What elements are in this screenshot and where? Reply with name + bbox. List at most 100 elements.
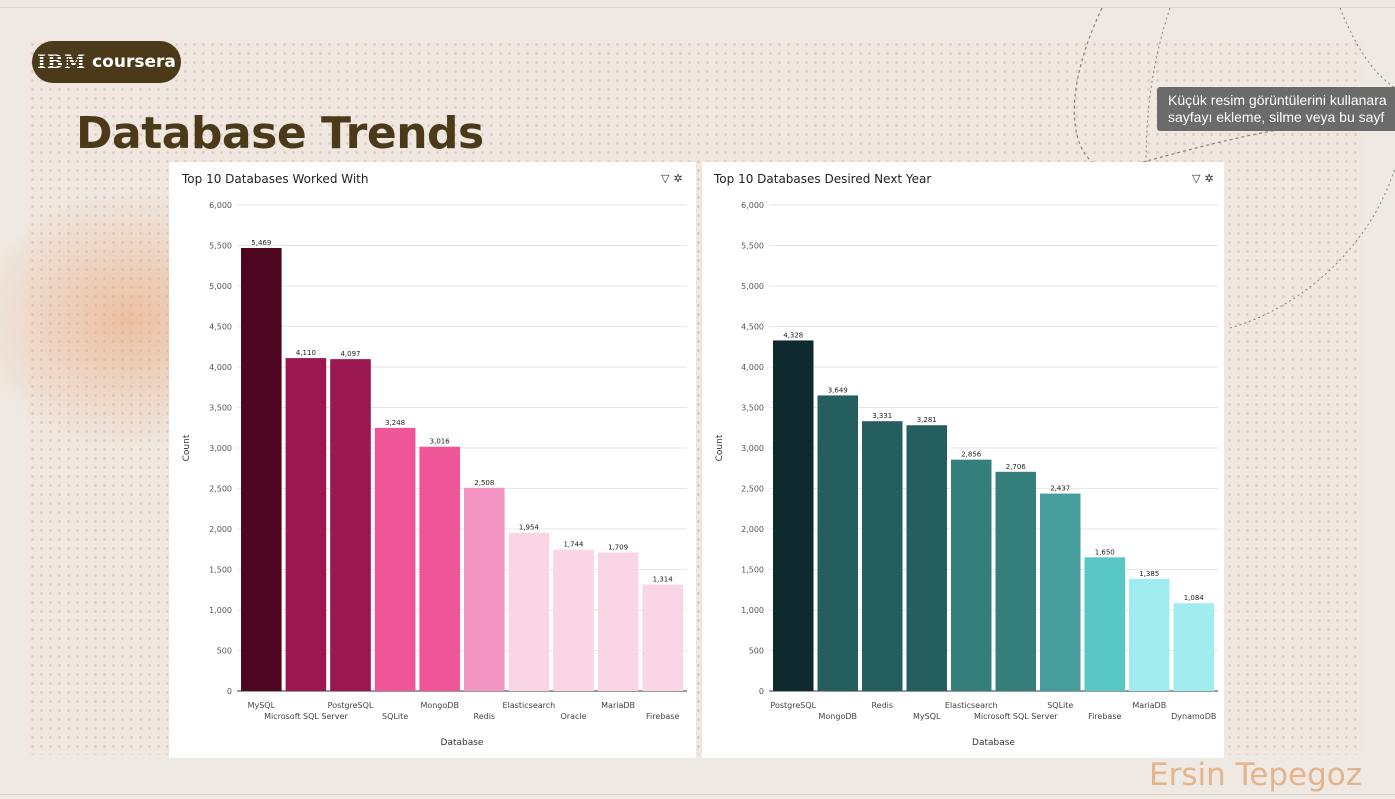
y-tick-label: 3,000 (209, 444, 232, 453)
bar (817, 395, 858, 691)
x-tick-label: Firebase (646, 712, 679, 721)
y-tick-label: 4,000 (209, 363, 232, 372)
tooltip-line-1: Küçük resim görüntülerini kullanara (1168, 92, 1387, 108)
x-axis-title: Database (441, 738, 484, 748)
y-tick-label: 2,000 (209, 525, 232, 534)
x-tick-label: MongoDB (819, 712, 858, 721)
y-tick-label: 1,500 (741, 566, 764, 575)
x-tick-label: Elasticsearch (503, 701, 556, 710)
y-tick-label: 4,500 (741, 323, 764, 332)
thumbnail-tooltip: Küçük resim görüntülerini kullanara sayf… (1157, 87, 1395, 131)
data-label: 2,508 (474, 479, 494, 487)
bar (1129, 578, 1170, 691)
bar (553, 549, 594, 691)
x-tick-label: Microsoft SQL Server (974, 712, 1058, 721)
data-label: 4,097 (340, 350, 360, 358)
y-tick-label: 1,500 (209, 566, 232, 575)
coursera-logo-text: coursera (92, 52, 176, 72)
ibm-logo-text: IBM (37, 51, 87, 73)
y-tick-label: 5,500 (741, 242, 764, 251)
window-top-rule (0, 7, 1395, 8)
bar-chart-desired: 0 500 1,000 1,500 2,000 2,500 3,000 3,500 4,000 4… (715, 201, 1218, 748)
data-label: 5,469 (251, 239, 271, 247)
bar (951, 459, 992, 691)
data-label: 3,016 (430, 438, 451, 446)
x-tick-label: PostgreSQL (328, 701, 374, 710)
y-tick-label: 500 (749, 647, 764, 656)
data-label: 1,650 (1095, 548, 1115, 556)
x-axis-title: Database (972, 738, 1015, 748)
y-tick-label: 2,500 (209, 485, 232, 494)
y-tick-label: 6,000 (741, 201, 764, 210)
x-tick-label: PostgreSQL (770, 701, 816, 710)
y-tick-label: 6,000 (209, 201, 232, 210)
x-tick-label: Redis (474, 712, 496, 721)
data-label: 2,437 (1050, 485, 1070, 493)
data-label: 1,744 (563, 541, 584, 549)
y-tick-label: 5,000 (741, 282, 764, 291)
filter-icon[interactable]: ▽ (1192, 173, 1205, 185)
x-tick-label: SQLite (1047, 701, 1073, 710)
x-tick-label: Oracle (560, 712, 586, 721)
chart-panel-desired: Top 10 Databases Desired Next Year ▽✲ 0 5… (702, 162, 1224, 758)
bar (464, 487, 505, 691)
x-tick-label: Firebase (1088, 712, 1121, 721)
x-tick-label: SQLite (382, 712, 408, 721)
x-tick-label: Redis (871, 701, 893, 710)
gear-icon[interactable]: ✲ (673, 173, 687, 185)
data-label: 2,706 (1006, 463, 1027, 471)
y-axis-title: Count (182, 434, 192, 461)
bar (419, 446, 460, 691)
bar (285, 358, 327, 691)
x-tick-label: MySQL (248, 701, 276, 710)
filter-icon[interactable]: ▽ (661, 173, 674, 185)
y-tick-label: 1,000 (741, 606, 764, 615)
x-tick-label: Elasticsearch (945, 701, 998, 710)
bar (1084, 557, 1125, 691)
chart-panel-worked-with: Top 10 Databases Worked With ▽✲ 0 500 1,00… (169, 162, 696, 758)
data-label: 1,954 (519, 524, 540, 532)
bar (906, 425, 947, 691)
y-tick-label: 1,000 (209, 606, 232, 615)
x-tick-label: DynamoDB (1171, 712, 1216, 721)
x-tick-label: MariaDB (1132, 701, 1166, 710)
bar (773, 340, 814, 691)
bar (862, 421, 903, 691)
x-tick-label: MongoDB (420, 701, 459, 710)
tooltip-line-2: sayfayı ekleme, silme veya bu sayf (1168, 109, 1385, 125)
data-label: 3,331 (872, 412, 892, 420)
bar (642, 584, 683, 691)
data-label: 1,084 (1184, 594, 1205, 602)
panel-toolbar: ▽✲ (1192, 172, 1218, 185)
bar (374, 427, 416, 691)
y-tick-label: 3,500 (741, 404, 764, 413)
bar (1173, 603, 1214, 691)
chart-title: Top 10 Databases Worked With (182, 172, 369, 186)
bar (1040, 493, 1081, 691)
bar-chart-worked-with: 0 500 1,000 1,500 2,000 2,500 3,000 3,500 4,000 4… (182, 201, 687, 748)
x-tick-label: MariaDB (601, 701, 635, 710)
x-tick-label: Microsoft SQL Server (264, 712, 348, 721)
panel-toolbar: ▽✲ (661, 172, 687, 185)
gear-icon[interactable]: ✲ (1204, 173, 1218, 185)
data-label: 3,281 (917, 416, 937, 424)
data-label: 1,385 (1139, 570, 1159, 578)
y-tick-label: 500 (217, 647, 232, 656)
y-tick-label: 5,500 (209, 242, 232, 251)
bar (995, 471, 1036, 691)
window-bottom-rule (0, 794, 1395, 795)
ibm-coursera-logo: IBM coursera (32, 41, 181, 83)
data-label: 1,709 (608, 544, 628, 552)
data-label: 4,110 (296, 349, 316, 357)
y-tick-label: 4,500 (209, 323, 232, 332)
author-name: Ersin Tepegoz (1148, 757, 1362, 793)
y-tick-label: 4,000 (741, 363, 764, 372)
bar (330, 359, 371, 691)
data-label: 3,248 (385, 419, 405, 427)
data-label: 4,328 (783, 331, 803, 339)
data-label: 3,649 (828, 386, 848, 394)
bar (241, 248, 282, 692)
y-axis-title: Count (715, 434, 725, 461)
y-tick-label: 5,000 (209, 282, 232, 291)
bar (597, 552, 639, 691)
